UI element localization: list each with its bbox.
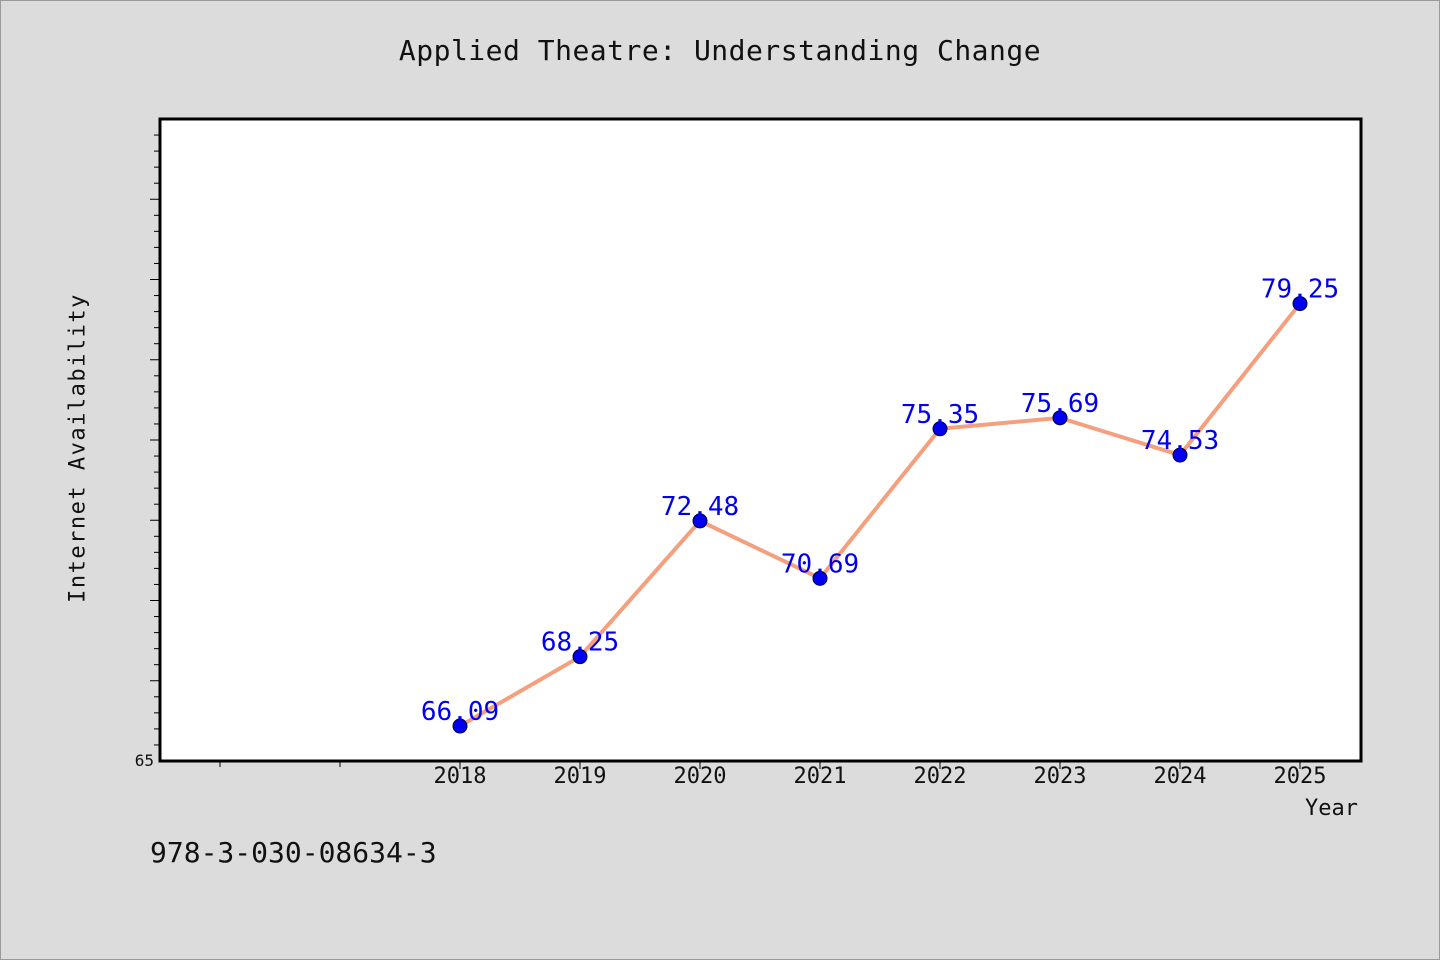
x-tick-label: 2025 <box>1274 764 1327 789</box>
plot-area <box>158 117 1363 763</box>
data-points <box>452 296 1308 734</box>
data-point <box>572 649 588 665</box>
data-label: 75.69 <box>1021 389 1099 419</box>
x-tick-label: 2018 <box>434 764 487 789</box>
data-point <box>1052 410 1068 426</box>
data-point <box>932 421 948 437</box>
y-tick-label: 65 <box>135 751 154 770</box>
data-point <box>812 570 828 586</box>
data-point <box>1172 447 1188 463</box>
data-label: 75.35 <box>901 400 979 430</box>
chart-title: Applied Theatre: Understanding Change <box>398 34 1042 67</box>
data-point <box>1292 296 1308 312</box>
x-axis-ticks: 2018 2019 2020 2021 2022 2023 2024 2025 <box>219 761 1327 789</box>
x-axis-label: Year <box>1305 796 1358 821</box>
x-tick-label: 2020 <box>674 764 727 789</box>
y-axis-ticks: 65 <box>135 134 160 770</box>
data-label: 66.09 <box>421 697 499 727</box>
data-label: 70.69 <box>781 549 859 579</box>
x-tick-label: 2022 <box>914 764 967 789</box>
x-tick-label: 2023 <box>1034 764 1087 789</box>
data-label: 68.25 <box>541 628 619 658</box>
data-label: 79.25 <box>1261 275 1339 305</box>
x-tick-label: 2019 <box>554 764 607 789</box>
data-point <box>692 513 708 529</box>
series-line-group <box>458 301 1302 729</box>
data-point <box>452 718 468 734</box>
isbn-text: 978-3-030-08634-3 <box>150 836 437 869</box>
data-label: 72.48 <box>661 492 739 522</box>
series-line <box>458 301 1302 729</box>
x-tick-label: 2024 <box>1154 764 1207 789</box>
x-tick-label: 2021 <box>794 764 847 789</box>
data-labels: 66.09 68.25 72.48 70.69 75.35 75.69 74.53 79.25 <box>421 275 1339 727</box>
data-label: 74.53 <box>1141 426 1219 456</box>
